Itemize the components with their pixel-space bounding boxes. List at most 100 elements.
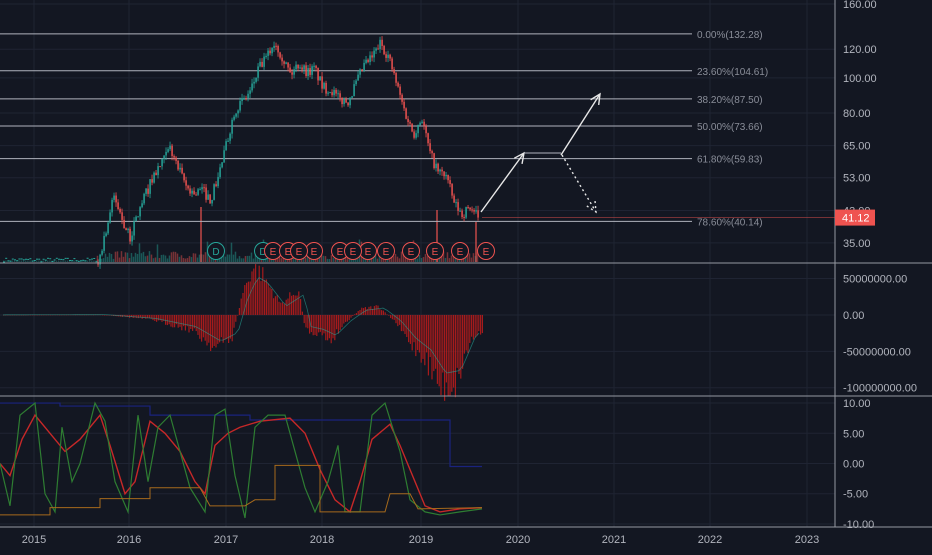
event-marker-circle[interactable] <box>344 242 362 260</box>
candle-body <box>283 61 285 64</box>
osc2-axis-tick: 0.00 <box>843 459 864 471</box>
histogram-bar <box>393 314 395 320</box>
candle-body <box>469 207 471 210</box>
histogram-bar <box>228 314 230 343</box>
arrow-up-1[interactable] <box>480 152 525 213</box>
candle-body <box>201 187 203 190</box>
last-price-tag[interactable] <box>835 209 875 226</box>
histogram-bar <box>159 314 161 321</box>
volume-bar <box>38 260 40 262</box>
price-axis-tick: 65.00 <box>843 141 871 153</box>
candle-body <box>287 62 289 68</box>
candle-body <box>463 217 465 219</box>
histogram-bar <box>219 314 221 343</box>
volume-bar <box>238 256 241 262</box>
event-marker-circle[interactable] <box>377 242 395 260</box>
histogram-bar <box>418 314 420 353</box>
volume-bar <box>58 260 60 262</box>
candle-body <box>117 202 119 210</box>
candle-body <box>207 194 209 200</box>
histogram-bar <box>102 314 104 316</box>
arrow-down-dotted[interactable] <box>561 154 597 213</box>
histogram-bar <box>267 283 269 315</box>
candle-body <box>173 155 175 158</box>
histogram-bar <box>339 314 341 330</box>
volume-bar <box>364 258 367 262</box>
candle-body <box>269 50 271 54</box>
volume-bar <box>73 260 75 262</box>
volume-bar <box>25 260 27 262</box>
histogram-bar <box>435 314 437 369</box>
histogram-bar <box>431 314 433 380</box>
histogram-bar <box>427 314 429 376</box>
histogram-bar <box>307 314 309 329</box>
event-marker-label: E <box>337 247 344 258</box>
time-axis[interactable]: 2015 2016 2017 2018 2019 2020 2021 2022 2023 <box>22 534 819 546</box>
candle-body <box>443 171 445 177</box>
volume-bar <box>27 260 29 262</box>
volume-bar <box>47 260 49 262</box>
candle-body <box>209 194 211 204</box>
event-marker-label: E <box>408 247 415 258</box>
event-marker-circle[interactable] <box>477 242 495 260</box>
candle-body <box>457 202 459 211</box>
histogram-bar <box>343 314 345 324</box>
event-marker-circle[interactable] <box>426 242 444 260</box>
candle-body <box>179 167 181 170</box>
candle-body <box>425 126 427 134</box>
arrow-down-dotted-head[interactable] <box>586 200 597 214</box>
candle-body <box>177 160 179 170</box>
arrow-up-2[interactable] <box>560 93 601 156</box>
volume-bar <box>168 255 171 262</box>
drawing-arrows[interactable] <box>480 92 601 214</box>
volume-bar <box>75 260 77 262</box>
histogram-bar <box>165 314 167 325</box>
histogram-bar <box>328 314 330 339</box>
osc-line-navy <box>0 402 482 468</box>
volume-bar <box>150 254 153 262</box>
histogram-bar <box>406 314 408 337</box>
histogram-bar <box>303 314 305 324</box>
histogram-bar <box>357 311 359 315</box>
histogram-bar <box>201 314 203 342</box>
histogram-bar <box>465 314 467 351</box>
histogram-bar <box>386 314 388 315</box>
candle-body <box>223 150 225 163</box>
histogram-bar <box>265 279 267 315</box>
histogram-bar <box>161 314 163 322</box>
histogram-bar <box>256 279 258 315</box>
histogram-bar <box>462 314 464 369</box>
candle-body <box>335 89 337 94</box>
pane-separators[interactable] <box>0 0 932 528</box>
histogram-bar <box>321 314 323 336</box>
arrow-up-2-head[interactable] <box>590 92 601 106</box>
candle-body <box>321 76 323 89</box>
histogram-bar <box>445 314 447 383</box>
candle-body <box>375 48 377 51</box>
osc2-axis-tick: -5.00 <box>843 489 868 501</box>
histogram-bar <box>422 314 424 359</box>
candle-body <box>141 203 143 208</box>
event-markers[interactable]: D D E E E E E E E E E EE E <box>207 242 495 260</box>
volume-bar <box>11 260 14 262</box>
candle-body <box>111 199 113 213</box>
event-marker-circle[interactable] <box>451 242 469 260</box>
candle-body <box>227 140 229 142</box>
candle-body <box>437 163 439 172</box>
candle-body <box>281 57 283 62</box>
volume-bar <box>71 260 73 262</box>
histogram-bar <box>472 314 474 340</box>
candle-body <box>169 145 171 150</box>
candle-body <box>161 158 163 167</box>
event-marker-circle[interactable] <box>290 242 308 260</box>
histogram-bar <box>388 314 390 316</box>
volume-bar <box>438 257 441 262</box>
event-marker-circle[interactable] <box>402 242 420 260</box>
event-marker-circle[interactable] <box>207 242 225 260</box>
volume-bar <box>382 258 385 262</box>
candle-body <box>251 83 253 91</box>
candle-body <box>345 99 347 103</box>
price-axis[interactable]: 160.00120.00100.0080.0065.0053.0043.0035… <box>482 0 917 531</box>
candle-body <box>217 177 219 187</box>
